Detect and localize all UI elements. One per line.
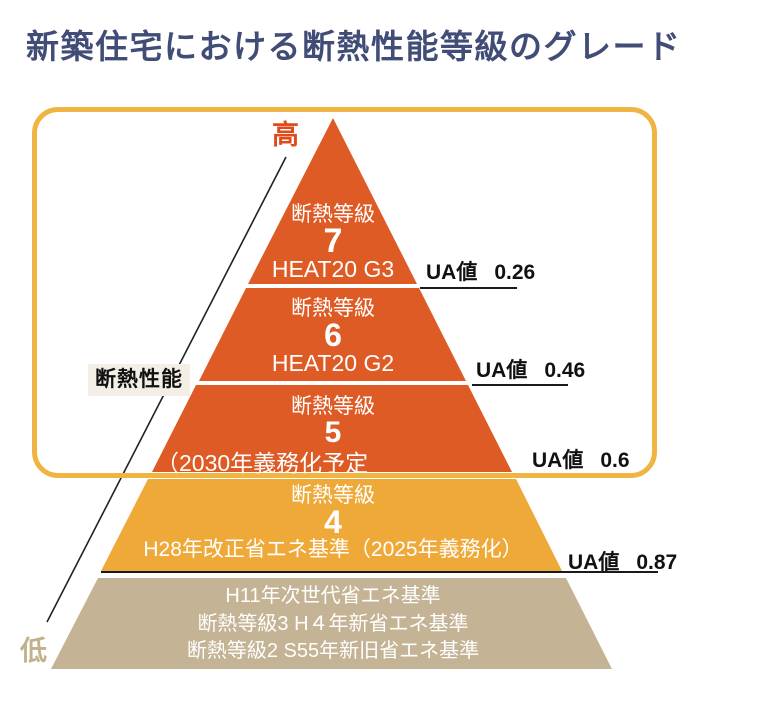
level-6-text: 断熱等級 6 HEAT20 G2 xyxy=(233,297,433,376)
axis-low-label: 低 xyxy=(20,636,47,666)
ua-underline-7 xyxy=(420,287,517,289)
level-6-number: 6 xyxy=(324,317,342,353)
level-7-sub: HEAT20 G3 xyxy=(271,256,395,282)
ua-value-7: UA値 0.26 xyxy=(426,256,535,286)
level-4-grade-label: 断熱等級 xyxy=(291,484,375,507)
ua-value-6: UA値 0.46 xyxy=(476,354,585,384)
level-7-grade-label: 断熱等級 xyxy=(291,203,375,226)
pyramid-level-6 xyxy=(199,288,466,381)
level-7-number: 7 xyxy=(323,222,343,260)
legacy-line-1: H11年次世代省エネ基準 xyxy=(225,585,441,607)
pyramid-level-4 xyxy=(101,479,562,571)
level-5-grade-label: 断熱等級 xyxy=(291,395,375,418)
ua-label-7: UA値 xyxy=(426,261,478,284)
level-5-number: 5 xyxy=(324,416,342,449)
level-6-sub: HEAT20 G2 xyxy=(271,350,395,376)
level-5-text: 断熱等級 5 xyxy=(233,395,433,448)
ua-label-6: UA値 xyxy=(476,359,528,382)
level-legacy-text: H11年次世代省エネ基準 断熱等級3 H４年新省エネ基準 断熱等級2 S55年新… xyxy=(113,583,553,666)
level-5-sub: （2030年義務化予定 xyxy=(156,450,369,476)
level-7-text: 断熱等級 7 HEAT20 G3 xyxy=(233,203,433,282)
ua-value-4: UA値 0.87 xyxy=(568,546,677,576)
level-6-grade-label: 断熱等級 xyxy=(291,297,375,320)
pyramid-level-legacy xyxy=(51,578,612,669)
ua-label-5: UA値 xyxy=(532,449,584,472)
ua-number-7: 0.26 xyxy=(494,261,536,284)
ua-label-4: UA値 xyxy=(568,551,620,574)
legacy-line-2: 断熱等級3 H４年新省エネ基準 xyxy=(197,612,469,635)
pyramid-level-5 xyxy=(152,385,512,472)
page-title: 新築住宅における断熱性能等級のグレード xyxy=(26,28,682,65)
legacy-line-3: 断熱等級2 S55年新旧省エネ基準 xyxy=(186,640,480,662)
ua-underline-4 xyxy=(101,571,658,573)
ua-number-6: 0.46 xyxy=(544,359,586,382)
level-4-sub: H28年改正省エネ基準（2025年義務化） xyxy=(143,538,523,561)
ua-number-4: 0.87 xyxy=(636,551,678,574)
level-4-number: 4 xyxy=(324,504,342,540)
ua-underline-6 xyxy=(472,384,568,386)
ua-number-5: 0.6 xyxy=(600,449,630,472)
highlight-frame xyxy=(32,107,657,478)
ua-value-5: UA値 0.6 xyxy=(532,444,630,474)
level-4-text: 断熱等級 4 H28年改正省エネ基準（2025年義務化） xyxy=(133,484,533,563)
performance-label-box: 断熱性能 xyxy=(88,364,190,396)
axis-high-label: 高 xyxy=(272,120,299,150)
